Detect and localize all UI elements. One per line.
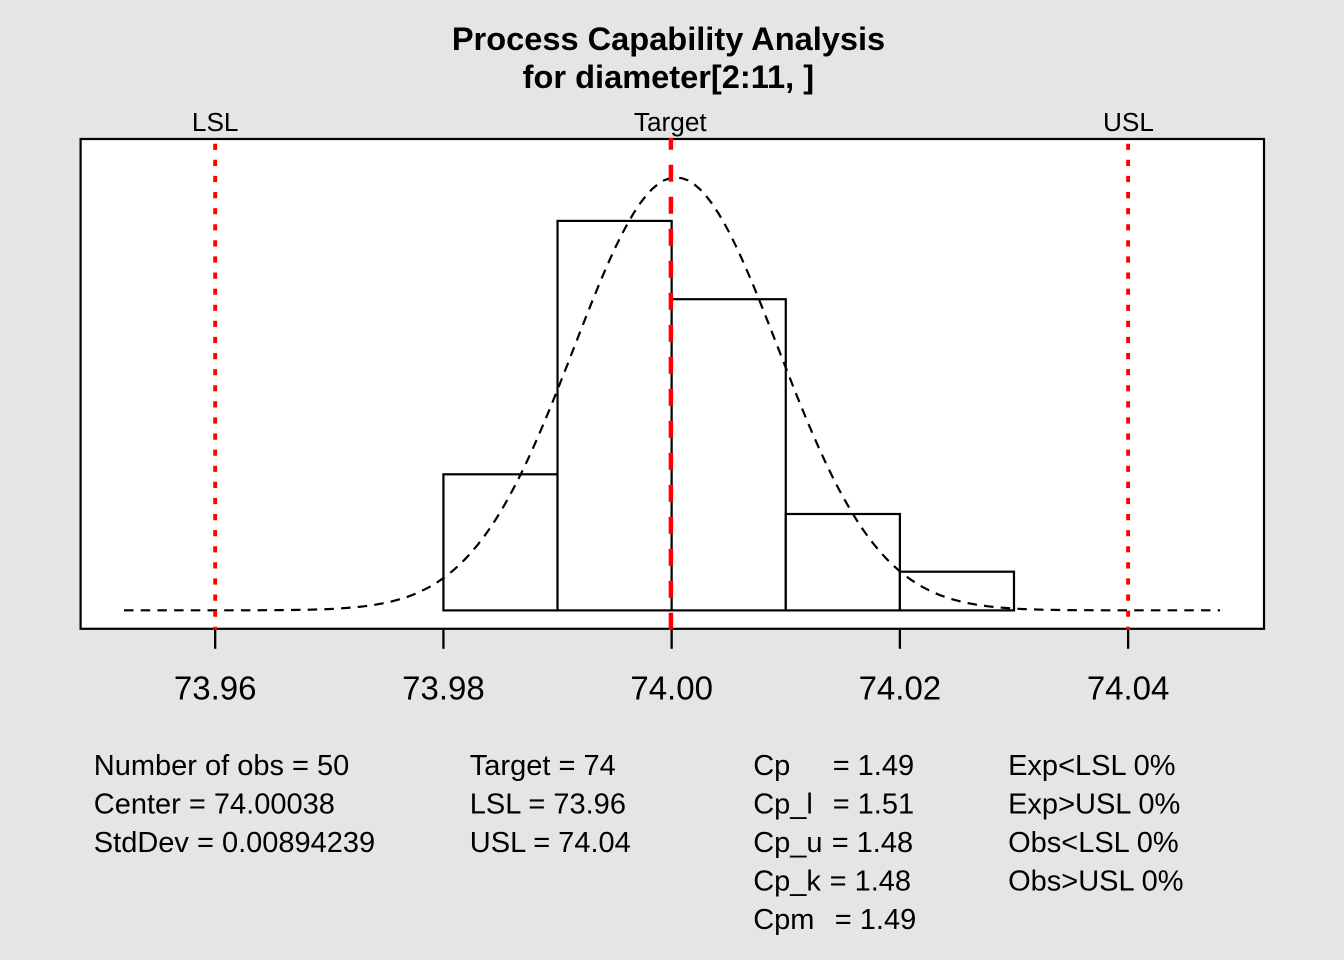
svg-text:Obs<LSL 0%: Obs<LSL 0% — [1008, 827, 1179, 859]
svg-text:= 1.49: = 1.49 — [835, 904, 916, 936]
svg-text:Obs>USL 0%: Obs>USL 0% — [1008, 865, 1183, 897]
svg-text:= 1.51: = 1.51 — [833, 789, 914, 821]
svg-text:= 1.48: = 1.48 — [830, 865, 911, 897]
svg-text:USL = 74.04: USL = 74.04 — [470, 827, 631, 859]
svg-text:Exp<LSL 0%: Exp<LSL 0% — [1008, 750, 1175, 782]
svg-text:73.98: 73.98 — [402, 669, 485, 706]
svg-text:74.02: 74.02 — [859, 669, 942, 706]
svg-text:Number of obs = 50: Number of obs = 50 — [94, 750, 350, 782]
svg-text:Cp: Cp — [753, 750, 790, 782]
svg-text:74.00: 74.00 — [630, 669, 713, 706]
svg-text:LSL: LSL — [192, 107, 239, 137]
svg-text:USL: USL — [1103, 107, 1154, 137]
svg-text:LSL = 73.96: LSL = 73.96 — [470, 789, 626, 821]
svg-text:73.96: 73.96 — [174, 669, 257, 706]
svg-text:StdDev = 0.00894239: StdDev = 0.00894239 — [94, 827, 375, 859]
svg-text:= 1.49: = 1.49 — [833, 750, 914, 782]
svg-text:Target: Target — [634, 107, 708, 137]
svg-text:Cp_u: Cp_u — [753, 827, 822, 859]
svg-text:= 1.48: = 1.48 — [832, 827, 913, 859]
svg-text:74.04: 74.04 — [1087, 669, 1170, 706]
svg-text:Cp_k: Cp_k — [753, 865, 821, 897]
svg-text:Process Capability Analysis: Process Capability Analysis — [452, 20, 885, 57]
svg-text:Exp>USL 0%: Exp>USL 0% — [1008, 789, 1180, 821]
svg-text:for diameter[2:11, ]: for diameter[2:11, ] — [523, 58, 815, 95]
svg-text:Cp_l: Cp_l — [753, 789, 813, 821]
svg-text:Cpm: Cpm — [753, 904, 814, 936]
svg-text:Center = 74.00038: Center = 74.00038 — [94, 789, 335, 821]
svg-text:Target = 74: Target = 74 — [470, 750, 616, 782]
